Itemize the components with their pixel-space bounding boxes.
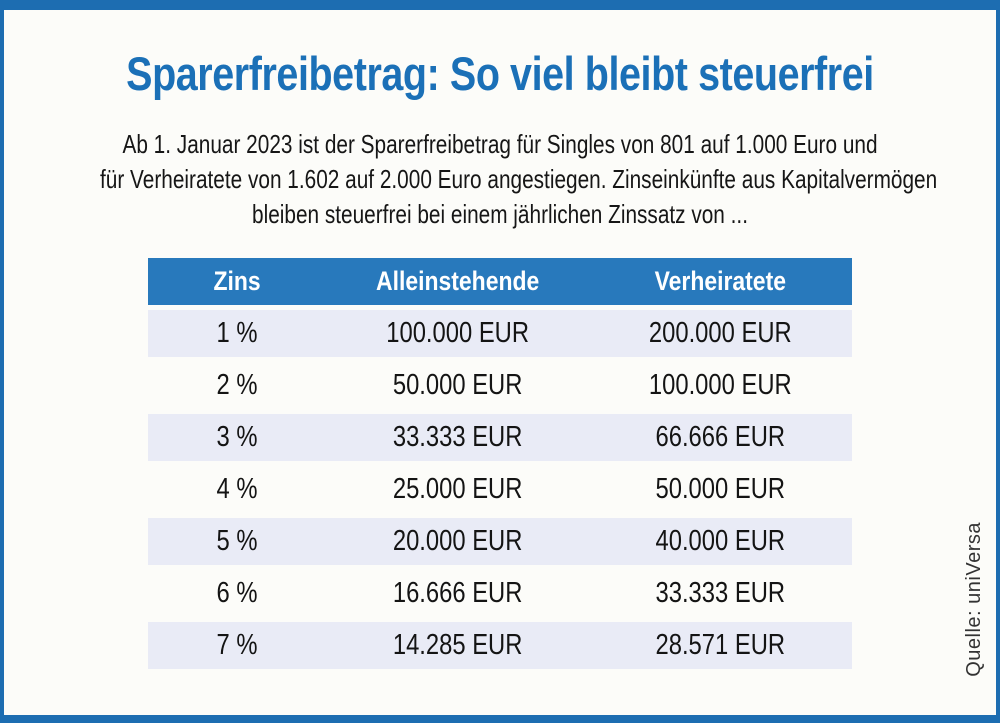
cell-verheiratete: 40.000 EUR [655,525,786,557]
allowance-table: Zins Alleinstehende Verheiratete 1 % 100… [148,258,852,674]
frame-top-bar [0,0,1000,10]
table-header-row: Zins Alleinstehende Verheiratete [148,258,852,305]
cell-zins: 1 % [216,317,258,349]
table-row: 4 % 25.000 EUR 50.000 EUR [148,466,852,513]
cell-alleinstehende: 20.000 EUR [392,525,523,557]
cell-zins: 4 % [216,473,258,505]
cell-alleinstehende: 14.285 EUR [392,629,523,661]
intro-line: für Verheiratete von 1.602 auf 2.000 Eur… [100,164,938,194]
cell-verheiratete: 200.000 EUR [649,317,793,349]
cell-zins: 6 % [216,577,258,609]
cell-verheiratete: 50.000 EUR [655,473,786,505]
cell-alleinstehende: 25.000 EUR [392,473,523,505]
cell-zins: 2 % [216,369,258,401]
frame-right-border [996,0,1000,723]
frame-left-border [0,0,4,723]
cell-zins: 5 % [216,525,258,557]
cell-alleinstehende: 100.000 EUR [386,317,530,349]
frame-bottom-bar [0,715,1000,723]
page-title: Sparerfreibetrag: So viel bleibt steuerf… [126,47,874,100]
cell-verheiratete: 33.333 EUR [655,577,786,609]
table-row: 1 % 100.000 EUR 200.000 EUR [148,310,852,357]
table-body: 1 % 100.000 EUR 200.000 EUR 2 % 50.000 E… [148,310,852,669]
table-row: 7 % 14.285 EUR 28.571 EUR [148,622,852,669]
table-row: 3 % 33.333 EUR 66.666 EUR [148,414,852,461]
intro-paragraph: Ab 1. Januar 2023 ist der Sparerfreibetr… [0,127,1000,232]
intro-line: Ab 1. Januar 2023 ist der Sparerfreibetr… [122,129,878,159]
column-header-alleinstehende: Alleinstehende [376,266,540,296]
cell-zins: 3 % [216,421,258,453]
cell-verheiratete: 100.000 EUR [649,369,793,401]
column-header-verheiratete: Verheiratete [654,266,787,296]
table-row: 2 % 50.000 EUR 100.000 EUR [148,362,852,409]
table-row: 5 % 20.000 EUR 40.000 EUR [148,518,852,565]
cell-alleinstehende: 16.666 EUR [392,577,523,609]
cell-zins: 7 % [216,629,258,661]
cell-verheiratete: 66.666 EUR [655,421,786,453]
column-header-zins: Zins [213,266,261,296]
cell-alleinstehende: 50.000 EUR [392,369,523,401]
cell-verheiratete: 28.571 EUR [655,629,786,661]
intro-line: bleiben steuerfrei bei einem jährlichen … [252,199,748,229]
cell-alleinstehende: 33.333 EUR [392,421,523,453]
source-credit: Quelle: uniVersa [963,522,985,677]
table-row: 6 % 16.666 EUR 33.333 EUR [148,570,852,617]
